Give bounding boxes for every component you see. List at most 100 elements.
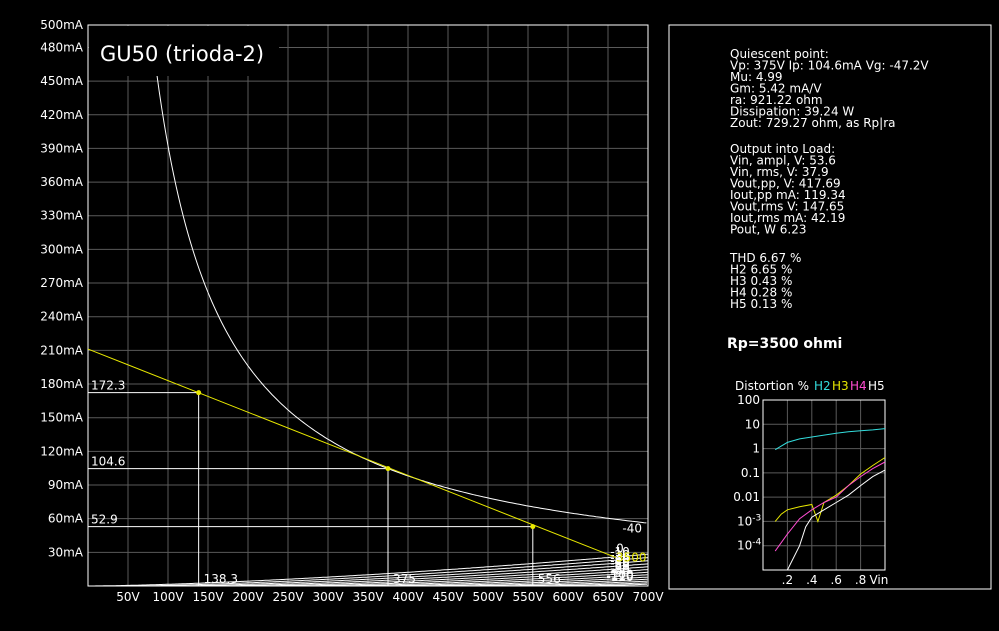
y-tick-label: 500mA [40,18,84,32]
info-panel-frame [668,24,992,590]
y-tick-label: 270mA [40,276,84,290]
quiescent-point-info: Quiescent point:Vp: 375V Ip: 104.6mA Vg:… [730,47,929,130]
info-line: ra: 921.22 ohm [730,93,823,107]
y-tick-label: 120mA [40,444,84,458]
grid-curve [447,578,648,586]
y-tick-label: 450mA [40,74,84,88]
x-tick-label: 400V [392,590,424,604]
op-ia-label: 52.9 [91,513,118,527]
distortion-y-label: 1 [752,442,760,456]
info-line: Vp: 375V Ip: 104.6mA Vg: -47.2V [730,59,929,73]
y-tick-label: 420mA [40,108,84,122]
loadline: 3500 -40 [87,348,647,565]
distortion-legend-entry: H4 [850,379,867,393]
x-tick-label: 500V [472,590,504,604]
y-tick-label: 300mA [40,242,84,256]
distortion-x-label: .4 [806,573,817,587]
info-line: Mu: 4.99 [730,70,783,84]
op-point [385,466,391,472]
distortion-y-label: 0.1 [741,466,760,480]
distortion-frame [762,399,886,571]
y-tick-label: 180mA [40,377,84,391]
y-tick-label: 30mA [48,545,84,559]
distortion-x-label: .8 [855,573,866,587]
y-tick-label: 150mA [40,411,84,425]
info-line: H3 0.43 % [730,274,792,288]
info-line: H5 0.13 % [730,297,792,311]
grid-curve [207,563,648,586]
grid-curve [327,571,648,586]
op-point [530,524,536,530]
info-line: Vout,rms V: 147.65 [730,200,844,214]
operating-points: 172.3 138.3 104.6 375 52.9 556 [88,379,561,586]
op-va-label: 556 [538,572,561,586]
y-tick-label: 390mA [40,141,84,155]
distortion-x-label: .6 [830,573,841,587]
grid-curve [287,569,648,586]
info-line: Vin, ampl, V: 53.6 [730,154,836,168]
grid-curve [487,580,648,586]
x-tick-label: 700V [632,590,664,604]
grid-curve [407,576,648,586]
y-tick-label: 330mA [40,209,84,223]
x-tick-label: 450V [432,590,464,604]
rp-label: Rp=3500 ohmi [727,336,842,352]
grid-curve-label: -10 [610,545,630,559]
info-line: H2 6.65 % [730,263,792,277]
main-axis-labels: 50V 100V 150V 200V 250V 300V 350V 400V 450V 500V 5… [40,18,664,604]
info-line: Iout,rms mA: 42.19 [730,211,845,225]
loadline-label: 3500 [616,551,647,565]
distortion-series-h5 [786,469,886,571]
dissipation-curve [151,35,647,524]
distortion-x-labels: .2 .4 .6 .8 Vin [782,573,889,587]
info-line: Output into Load: [730,142,835,156]
x-tick-label: 650V [592,590,624,604]
grid-curve-label: -100 [606,567,633,581]
output-load-info: Output into Load:Vin, ampl, V: 53.6Vin, … [730,142,846,237]
x-tick-label: 300V [312,590,344,604]
distortion-legend: H2 H3 H4 H5 [814,379,885,393]
grid-curve-label: 0 [616,542,624,556]
title-box [89,26,279,76]
info-line: Vin, rms, V: 37.9 [730,165,829,179]
info-line: Quiescent point: [730,47,829,61]
distortion-legend-entry: H5 [868,379,885,393]
y-tick-label: 480mA [40,40,84,54]
info-line: Zout: 729.27 ohm, as Rp|ra [730,116,896,130]
info-line: Dissipation: 39.24 W [730,105,854,119]
main-grid [88,25,648,586]
grid-curve-label: -80 [610,564,630,578]
grid-curve-label: -110 [606,569,633,583]
grid-curve-label: -90 [610,566,630,580]
grid-curve [88,553,648,586]
grid-curve-label: -30 [610,551,630,565]
x-tick-label: 350V [352,590,384,604]
x-tick-label: 50V [116,590,140,604]
grid-curve-labels: 0-10-20-30-40-50-60-70-80-90-100-110-120 [606,542,633,585]
thd-info: THD 6.67 % H2 6.65 % H3 0.43 % H4 0.28 %… [729,251,801,311]
x-tick-label: 250V [272,590,304,604]
distortion-y-label: 0.01 [733,490,760,504]
plate-characteristics-plot: 50V 100V 150V 200V 250V 300V 350V 400V 450V 500V 5… [40,18,664,604]
distortion-y-label: 100 [737,393,760,407]
op-va-label: 138.3 [204,572,238,586]
x-tick-label: 100V [152,590,184,604]
op-ia-label: 104.6 [91,455,125,469]
y-tick-label: 240mA [40,310,84,324]
grid-curve-label: -50 [610,556,630,570]
grid-curve [567,583,647,586]
info-line: THD 6.67 % [729,251,801,265]
grid-curve-label: -60 [610,559,630,573]
grid-curve [167,560,648,586]
y-tick-label: 90mA [48,478,84,492]
info-line: Pout, W 6.23 [730,223,807,237]
grid-curve [367,574,648,586]
distortion-legend-entry: H2 [814,379,831,393]
grid-curve-label-tail: -40 [622,521,642,535]
info-line: H4 0.28 % [730,286,792,300]
y-tick-label: 60mA [48,512,84,526]
info-line: Gm: 5.42 mA/V [730,82,822,96]
grid-curve-label: -70 [610,561,630,575]
info-line: Vout,pp, V: 417.69 [730,177,841,191]
